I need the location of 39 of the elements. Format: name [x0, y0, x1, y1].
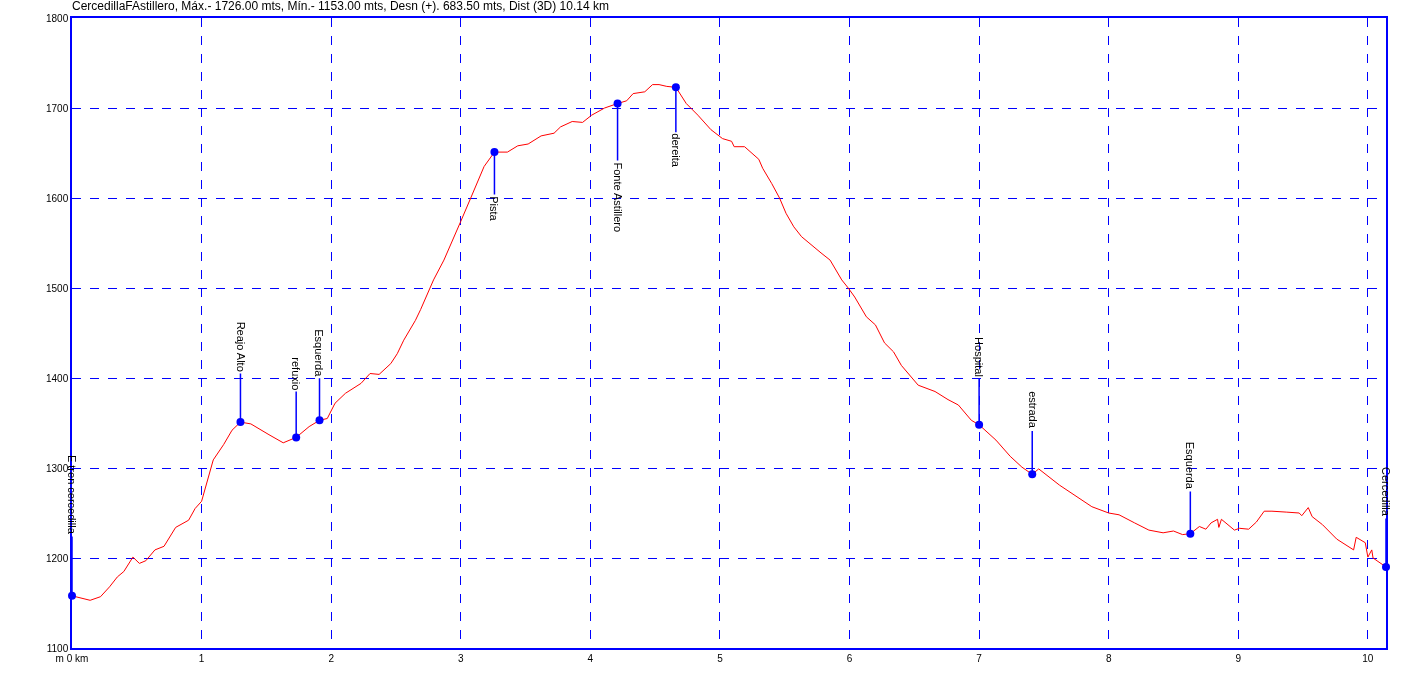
y-tick-label: 1600 — [46, 192, 69, 204]
point — [292, 433, 301, 442]
x-tick-label: 4 — [587, 652, 594, 664]
y-tick-label: 1100 — [46, 642, 69, 654]
point — [315, 416, 324, 425]
y-tick-label: 1800 — [46, 12, 69, 24]
annotation: Hospital — [973, 337, 986, 377]
y-tick-label: 1500 — [46, 282, 69, 294]
point — [671, 83, 680, 92]
annotation: Esquerda — [1184, 441, 1197, 490]
x-tick-label: 5 — [717, 652, 724, 664]
x-tick-label: 8 — [1105, 652, 1112, 664]
point — [236, 418, 245, 427]
point — [490, 148, 499, 157]
annotation: dereita — [670, 133, 683, 168]
annotation: Esquerda — [313, 329, 326, 378]
annotation: estrada — [1026, 391, 1039, 429]
annotation: Reajo Alto — [234, 321, 247, 372]
point — [1028, 470, 1037, 479]
point — [1186, 529, 1195, 538]
annotation: Pista — [488, 196, 501, 222]
y-tick-label: 1200 — [46, 552, 69, 564]
x-tick-label: 6 — [846, 652, 853, 664]
x-tick-label: m 0 km — [55, 652, 89, 664]
x-tick-label: 7 — [976, 652, 983, 664]
x-tick-label: 3 — [457, 652, 464, 664]
y-tick-label: 1700 — [46, 102, 69, 114]
x-tick-label: 9 — [1235, 652, 1242, 664]
annotation: Cercedilla — [1380, 467, 1392, 517]
annotation: refuxio — [289, 357, 302, 391]
y-tick-label: 1300 — [46, 462, 69, 474]
chart-title: CercedillaFAstillero, Máx.- 1726.00 mts, Mín.- 1153.00 mts, Desn (+). 683.50 mts, Dist (3D) 10.14 km — [72, 0, 609, 14]
x-tick-label: 2 — [328, 652, 335, 664]
y-tick-label: 1400 — [46, 372, 69, 384]
point — [975, 420, 984, 429]
point — [613, 99, 622, 108]
annotation: Fonte Astillero — [611, 162, 624, 233]
x-tick-label: 1 — [198, 652, 205, 664]
x-tick-label: 10 — [1362, 652, 1374, 664]
